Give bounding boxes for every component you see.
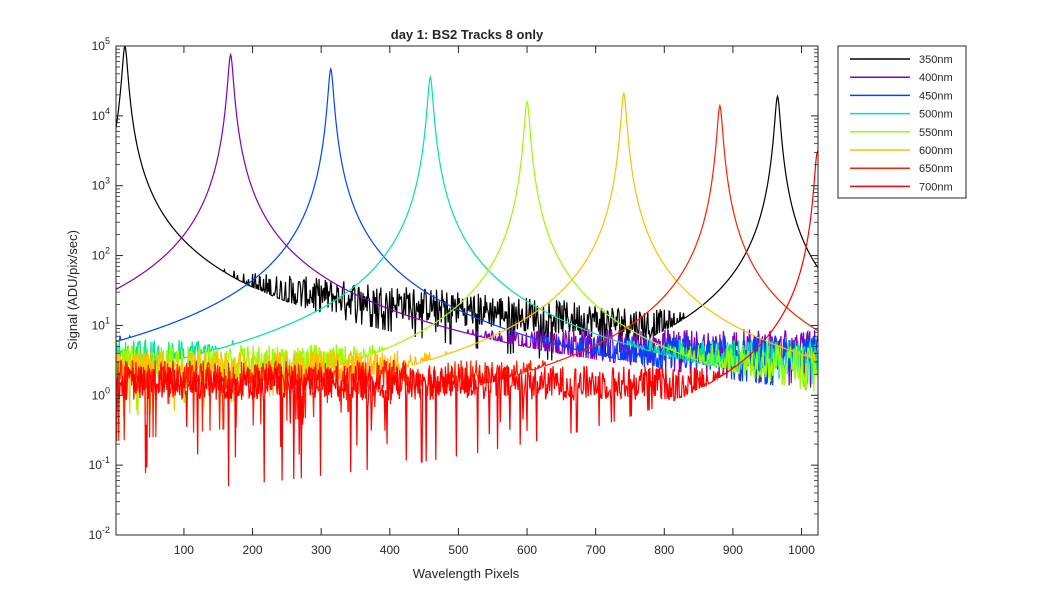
legend: 350nm 400nm 450nm 500nm 550nm 600nm 650nm 700nm xyxy=(837,45,967,199)
y-tick-label: 100 xyxy=(92,385,110,402)
y-tick-label: 103 xyxy=(92,176,110,193)
series-group xyxy=(116,46,818,487)
legend-label-600nm: 600nm xyxy=(919,145,953,157)
y-tick-label: 105 xyxy=(92,36,110,53)
y-tick-label: 10-2 xyxy=(89,525,110,542)
legend-label-350nm: 350nm xyxy=(919,54,953,66)
series-line-500nm xyxy=(116,74,818,385)
legend-label-500nm: 500nm xyxy=(919,109,953,121)
legend-label-550nm: 550nm xyxy=(919,127,953,139)
x-tick-label: 400 xyxy=(380,543,400,557)
x-tick-label: 100 xyxy=(174,543,194,557)
legend-box xyxy=(837,45,967,199)
x-tick-label: 200 xyxy=(243,543,263,557)
series-line-700nm xyxy=(116,150,818,487)
y-tick-label: 10-1 xyxy=(89,455,110,472)
series-line-450nm xyxy=(116,66,818,390)
series-line-350nm xyxy=(116,46,818,361)
y-axis-label: Signal (ADU/pix/sec) xyxy=(65,230,80,350)
plot-frame xyxy=(115,45,819,536)
legend-label-700nm: 700nm xyxy=(919,181,953,193)
x-tick-label: 300 xyxy=(311,543,331,557)
legend-label-650nm: 650nm xyxy=(919,163,953,175)
y-tick-label: 102 xyxy=(92,246,110,263)
legend-label-400nm: 400nm xyxy=(919,72,953,84)
x-tick-label: 700 xyxy=(586,543,606,557)
x-axis-label: Wavelength Pixels xyxy=(413,566,520,581)
legend-label-450nm: 450nm xyxy=(919,90,953,102)
x-tick-label: 1000 xyxy=(788,543,815,557)
x-tick-label: 900 xyxy=(723,543,743,557)
x-tick-label: 600 xyxy=(517,543,537,557)
y-tick-label: 101 xyxy=(92,315,110,332)
y-tick-label: 104 xyxy=(92,106,110,123)
x-tick-label: 500 xyxy=(448,543,468,557)
chart-title: day 1: BS2 Tracks 8 only xyxy=(391,27,544,42)
x-tick-label: 800 xyxy=(654,543,674,557)
